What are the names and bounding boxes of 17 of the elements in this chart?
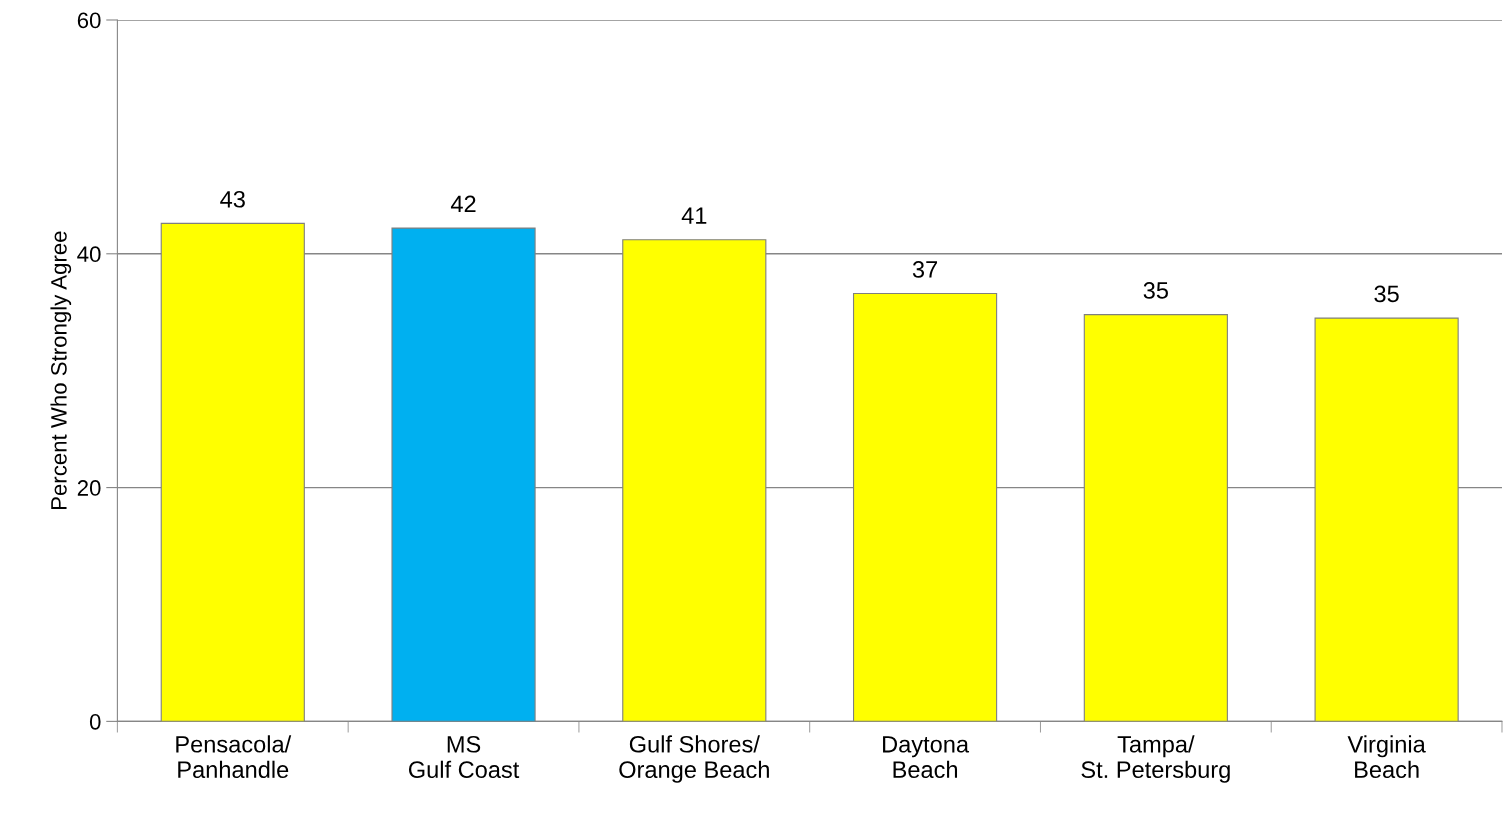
data-label: 35: [1374, 285, 1399, 303]
data-label: 35: [1143, 282, 1168, 299]
x-tick-label: Tampa/ St. Petersburg: [1081, 735, 1230, 783]
y-tick-label: 20: [77, 480, 101, 496]
x-tick-label: Daytona Beach: [883, 736, 970, 779]
y-tick-label: 60: [77, 12, 101, 29]
data-label: 37: [912, 261, 938, 278]
x-tick-label: MS Gulf Coast: [408, 735, 520, 779]
y-axis-title: Percent Who Strongly Agree: [50, 231, 72, 510]
y-tick-label: 0: [89, 713, 101, 730]
y-tick-label: 40: [77, 246, 101, 263]
data-label: 42: [450, 195, 476, 213]
data-label: 43: [220, 190, 245, 208]
x-tick-label: Gulf Shores/ Orange Beach: [619, 735, 769, 783]
x-tick-label: Pensacola/ Panhandle: [176, 735, 292, 779]
data-label: 41: [681, 207, 707, 224]
x-tick-label: Virginia Beach: [1347, 735, 1426, 779]
